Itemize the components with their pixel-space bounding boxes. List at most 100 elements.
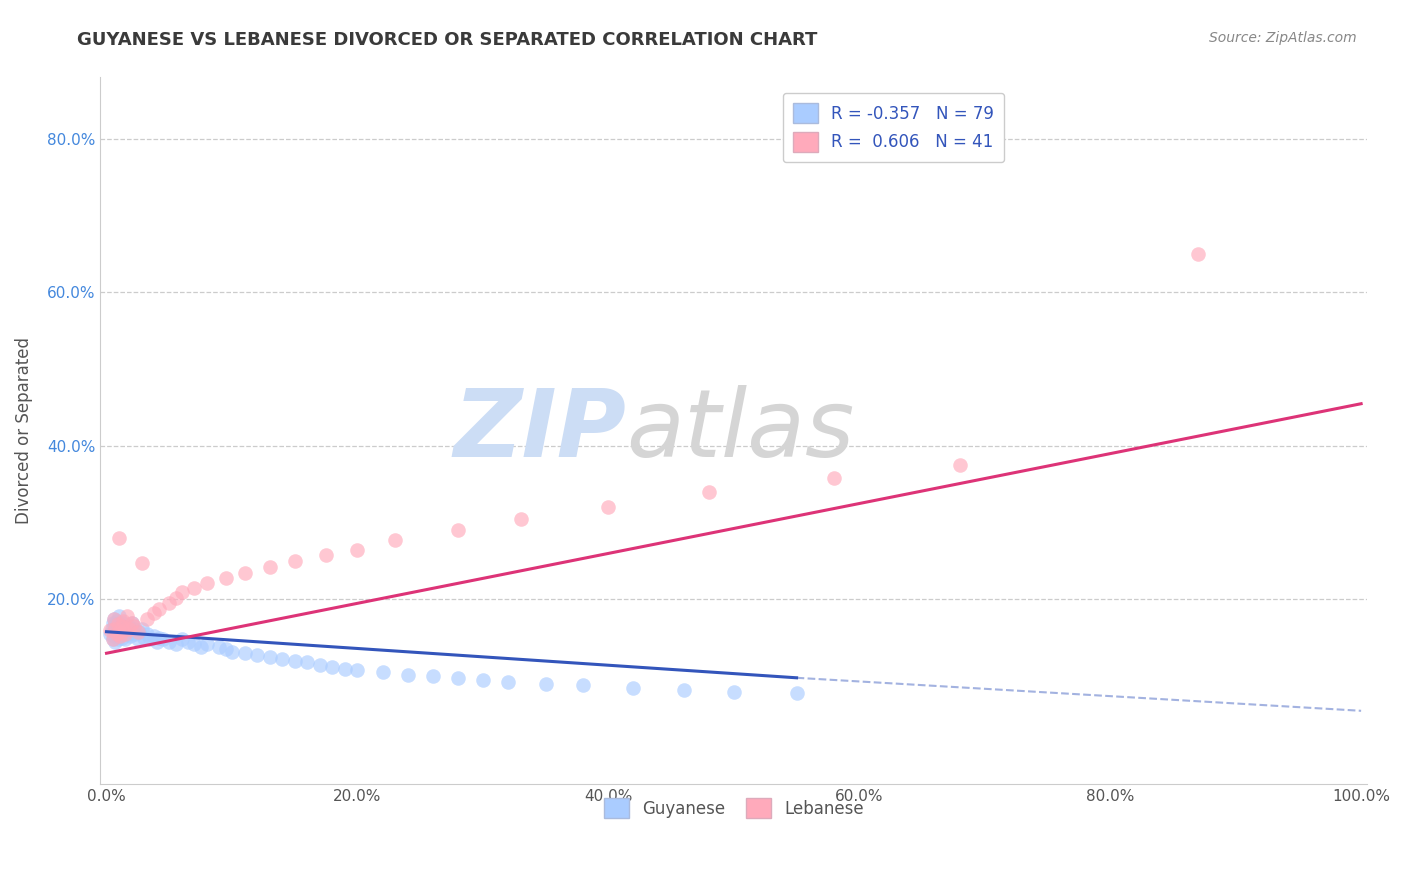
Point (108, 629, 131, 643)
Point (107, 632, 129, 647)
Y-axis label: Divorced or Separated: Divorced or Separated (15, 337, 32, 524)
Point (112, 623, 135, 637)
Legend: Guyanese, Lebanese: Guyanese, Lebanese (598, 791, 870, 825)
Point (183, 637, 205, 651)
Point (117, 627, 139, 641)
Point (114, 627, 136, 641)
Point (121, 615, 143, 630)
Point (259, 650, 281, 665)
Point (215, 642, 238, 657)
Point (471, 673, 494, 687)
Point (107, 617, 129, 632)
Point (246, 648, 269, 662)
Point (195, 637, 218, 651)
Point (101, 632, 124, 647)
Point (1187, 247, 1209, 261)
Text: Source: ZipAtlas.com: Source: ZipAtlas.com (1209, 31, 1357, 45)
Point (598, 500, 620, 515)
Point (233, 646, 256, 660)
Point (108, 609, 131, 624)
Point (135, 612, 157, 626)
Point (110, 622, 132, 636)
Point (110, 627, 132, 641)
Point (103, 612, 125, 626)
Text: ZIP: ZIP (453, 384, 626, 476)
Point (104, 634, 127, 648)
Point (697, 485, 720, 500)
Point (105, 614, 128, 628)
Point (284, 654, 307, 668)
Point (122, 619, 145, 633)
Point (105, 627, 128, 641)
Point (103, 612, 125, 626)
Point (786, 686, 808, 700)
Point (98, 623, 121, 637)
Point (131, 556, 153, 570)
Text: atlas: atlas (626, 385, 855, 476)
Point (221, 645, 243, 659)
Point (98, 627, 121, 641)
Point (823, 471, 845, 485)
Point (308, 657, 330, 672)
Point (165, 637, 187, 651)
Point (143, 629, 166, 643)
Point (233, 566, 256, 580)
Point (623, 681, 645, 695)
Point (121, 615, 143, 630)
Point (110, 631, 132, 645)
Point (105, 627, 128, 641)
Point (143, 607, 166, 621)
Point (333, 662, 356, 676)
Point (104, 622, 127, 636)
Point (183, 581, 205, 595)
Point (346, 542, 368, 557)
Point (101, 615, 124, 630)
Text: GUYANESE VS LEBANESE DIVORCED OR SEPARATED CORRELATION CHART: GUYANESE VS LEBANESE DIVORCED OR SEPARAT… (77, 31, 818, 49)
Point (114, 632, 136, 647)
Point (108, 531, 131, 545)
Point (447, 671, 470, 685)
Point (422, 669, 444, 683)
Point (170, 632, 193, 647)
Point (135, 627, 157, 641)
Point (215, 571, 238, 585)
Point (128, 624, 150, 639)
Point (104, 623, 127, 637)
Point (124, 627, 146, 641)
Point (949, 458, 972, 472)
Point (107, 619, 129, 633)
Point (396, 667, 419, 681)
Point (190, 640, 212, 654)
Point (120, 629, 142, 643)
Point (101, 632, 124, 647)
Point (321, 660, 343, 674)
Point (139, 632, 162, 647)
Point (509, 512, 531, 526)
Point (115, 609, 138, 624)
Point (121, 624, 143, 639)
Point (572, 678, 595, 692)
Point (672, 683, 695, 698)
Point (118, 622, 141, 636)
Point (148, 631, 170, 645)
Point (297, 656, 319, 670)
Point (127, 632, 149, 647)
Point (496, 674, 519, 689)
Point (723, 684, 745, 698)
Point (108, 624, 131, 639)
Point (208, 640, 231, 654)
Point (103, 624, 125, 639)
Point (259, 560, 281, 574)
Point (107, 624, 129, 639)
Point (111, 627, 134, 641)
Point (122, 622, 145, 636)
Point (384, 533, 406, 547)
Point (118, 619, 141, 633)
Point (157, 596, 180, 610)
Point (108, 623, 131, 637)
Point (284, 554, 307, 568)
Point (100, 622, 122, 636)
Point (104, 617, 127, 632)
Point (115, 622, 138, 636)
Point (111, 615, 134, 630)
